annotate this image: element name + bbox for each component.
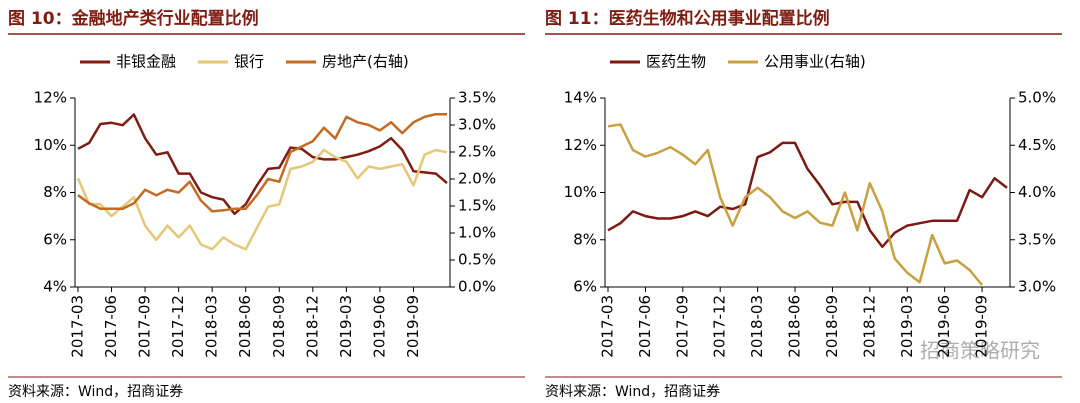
x-tick-label: 2017-12: [711, 295, 729, 358]
y2-tick-label: 1.5%: [458, 197, 496, 215]
x-tick-label: 2019-03: [898, 295, 916, 358]
y2-tick-label: 2.0%: [458, 170, 496, 188]
x-tick-label: 2017-09: [673, 295, 691, 358]
x-tick-label: 2019-09: [404, 295, 422, 358]
x-tick-label: 2019-06: [370, 295, 388, 358]
y2-tick-label: 3.0%: [458, 116, 496, 134]
x-tick-label: 2017-03: [69, 295, 87, 358]
source-note: 资料来源：Wind，招商证券: [8, 384, 183, 400]
legend-label: 医药生物: [646, 53, 706, 71]
series-line: [77, 113, 448, 216]
x-tick-label: 2017-12: [169, 295, 187, 358]
series-line: [76, 148, 448, 251]
series-line: [607, 123, 984, 286]
y2-tick-label: 5.0%: [1018, 89, 1056, 107]
y2-tick-label: 0.5%: [458, 251, 496, 269]
y-tick-label: 6%: [43, 230, 67, 248]
x-tick-label: 2017-09: [136, 295, 154, 358]
y-tick-label: 8%: [43, 183, 67, 201]
y-tick-label: 4%: [43, 278, 67, 296]
x-tick-label: 2018-06: [786, 295, 804, 358]
legend-label: 非银金融: [116, 53, 176, 71]
x-tick-label: 2018-09: [270, 295, 288, 358]
x-tick-label: 2017-03: [599, 295, 617, 358]
x-tick-label: 2018-09: [823, 295, 841, 358]
y2-tick-label: 0.0%: [458, 278, 496, 296]
y2-tick-label: 4.5%: [1018, 136, 1056, 154]
source-note: 资料来源：Wind，招商证券: [545, 384, 720, 400]
series-line: [77, 112, 447, 213]
y2-tick-label: 3.5%: [458, 89, 496, 107]
y-tick-label: 12%: [564, 136, 597, 154]
x-tick-label: 2018-03: [203, 295, 221, 358]
legend-label: 银行: [234, 53, 264, 71]
y-tick-label: 10%: [34, 136, 67, 154]
legend-label: 房地产(右轴): [322, 53, 409, 71]
legend-label: 公用事业(右轴): [764, 53, 866, 71]
y2-tick-label: 3.0%: [1018, 278, 1056, 296]
y2-tick-label: 4.0%: [1018, 183, 1056, 201]
y-tick-label: 14%: [564, 89, 597, 107]
x-tick-label: 2019-03: [337, 295, 355, 358]
chart-title: 图 10：金融地产类行业配置比例: [8, 8, 259, 29]
x-tick-label: 2018-03: [748, 295, 766, 358]
x-tick-label: 2018-12: [303, 295, 321, 358]
y2-tick-label: 3.5%: [1018, 230, 1056, 248]
y2-tick-label: 1.0%: [458, 224, 496, 242]
y2-tick-label: 2.5%: [458, 143, 496, 161]
x-tick-label: 2019-06: [935, 295, 953, 358]
y-tick-label: 12%: [34, 89, 67, 107]
y-tick-label: 6%: [573, 278, 597, 296]
x-tick-label: 2017-06: [102, 295, 120, 358]
series-line: [607, 141, 1008, 249]
y-tick-label: 8%: [573, 230, 597, 248]
x-tick-label: 2019-09: [973, 295, 991, 358]
chart-title: 图 11：医药生物和公用事业配置比例: [545, 8, 830, 29]
x-tick-label: 2017-06: [636, 295, 654, 358]
y-tick-label: 10%: [564, 183, 597, 201]
watermark: 招商策略研究: [920, 339, 1040, 363]
x-tick-label: 2018-12: [860, 295, 878, 358]
x-tick-label: 2018-06: [236, 295, 254, 358]
